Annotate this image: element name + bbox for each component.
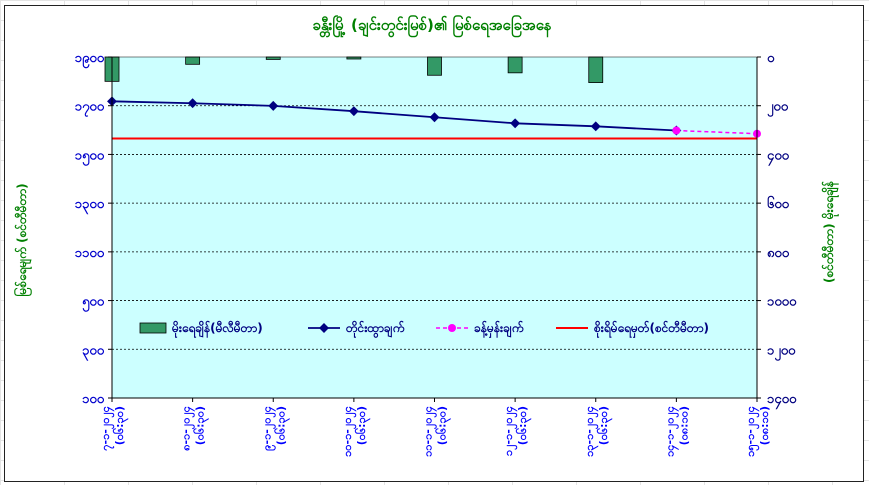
x-category-date: ၁၃-၁-၂၀၂၄ (583, 406, 599, 457)
legend-measured-marker (319, 323, 329, 333)
rainfall-bar (265, 56, 281, 60)
right-tick-label: ၈၀၀ (767, 246, 790, 261)
x-category-date: ၁၄-၁-၂၀၂၄ (663, 406, 679, 457)
left-tick-label: ၃၀၀ (82, 343, 105, 361)
legend-forecast-label: ခန့်မှန်းချက် (474, 319, 524, 339)
x-category-time: (၀၆:၃၀) (436, 406, 452, 445)
x-category-label: ၇-၁-၂၀၂၄ (၀၆:၃၀) (99, 406, 129, 451)
chart-title: ခန္တီးမြို့ (ချင်းတွင်းမြစ်)၏ မြစ်ရေအခြေ… (312, 14, 551, 38)
right-tick-label: ၆၀၀ (767, 195, 790, 212)
x-category-label: ၈-၁-၂၀၂၄ (၀၆:၃၀) (180, 406, 210, 451)
x-category-time: (၀၆:၃၀) (113, 406, 129, 445)
x-category-label: ၁၁-၁-၂၀၂၄ (၀၆:၃၀) (422, 406, 452, 457)
x-category-label: ၉-၁-၂၀၂၄ (၀၆:၃၀) (260, 406, 290, 451)
x-category-time: (၀၈:၁၀) (677, 406, 690, 445)
measured-point (187, 98, 198, 109)
rainfall-bar (588, 56, 604, 83)
x-category-date: ၁၁-၁-၂၀၂၄ (422, 406, 438, 457)
x-category-label: ၁၀-၁-၂၀၂၄ (၀၆:၃၀) (341, 406, 371, 457)
measured-point (590, 121, 601, 132)
right-tick-label: ၁၀၀၀ (767, 295, 797, 310)
right-tick-label: ၄၀၀ (767, 148, 790, 166)
x-category-time: (၀၆:၃၀) (274, 406, 290, 445)
x-category-label: ၁၅-၁-၂၀၂၄ (၀၈:၁၀) (744, 406, 771, 457)
legend-forecast-marker (448, 324, 456, 332)
x-category-date: ၉-၁-၂၀၂၄ (260, 406, 276, 451)
x-category-time: (၀၈:၁၀) (758, 406, 771, 445)
x-category-date: ၁၀-၁-၂၀၂၄ (341, 406, 357, 457)
left-tick-label: ၁၃၀၀ (75, 197, 105, 215)
left-tick-label: ၁၁၀၀ (75, 246, 105, 261)
right-axis-label: (စင်တီမီတာ) မိုးရေချိန် (820, 180, 840, 283)
x-category-date: ၁၅-၁-၂၀၂၄ (744, 406, 760, 457)
legend-measured-label: တိုင်းထွာချက် (345, 319, 405, 339)
left-tick-label: ၁၉၀၀ (75, 51, 105, 69)
left-tick-label: ၁၅၀၀ (75, 148, 105, 166)
x-category-time: (၀၆:၃၀) (194, 406, 210, 445)
right-tick-label: ၁၄၀၀ (767, 392, 797, 410)
rainfall-bar (185, 56, 201, 65)
measured-line (111, 100, 677, 132)
x-category-time: (၀၆:၃၀) (597, 406, 613, 445)
rainfall-bar (427, 56, 442, 76)
x-category-time: (၀၆:၃၀) (355, 406, 371, 445)
rainfall-bar (507, 56, 523, 74)
right-tick-label: ၂၀၀ (767, 100, 789, 118)
x-category-date: ၁၂-၁-၂၀၂၄ (502, 406, 518, 456)
forecast-point (672, 126, 681, 135)
measured-point (510, 118, 521, 129)
left-tick-label: ၁၀၀ (82, 392, 105, 407)
x-category-label: ၁၃-၁-၂၀၂၄ (၀၆:၃၀) (583, 406, 613, 457)
legend-rainfall-swatch (139, 322, 167, 334)
plot-area (112, 57, 757, 398)
right-tick-label: ၁၂၀၀ (767, 343, 796, 361)
legend-rainfall-label: မိုးရေချိန်(မီလီမီတာ) (171, 319, 263, 339)
x-category-label: ၁၄-၁-၂၀၂၄ (၀၈:၁၀) (663, 406, 690, 457)
left-axis-label: မြစ်ရေမျက် (စင်တီမီတာ) (12, 183, 33, 296)
x-category-label: ၁၂-၁-၂၀၂၄ (၀၆:၃၀) (502, 406, 532, 456)
left-tick-label: ၅၀၀ (82, 295, 105, 313)
x-category-date: ၈-၁-၂၀၂၄ (180, 406, 196, 451)
left-tick-label: ၁၇၀၀ (75, 100, 105, 118)
x-category-date: ၇-၁-၂၀၂၄ (99, 406, 115, 451)
right-tick-label: ၀ (767, 51, 775, 66)
x-category-time: (၀၆:၃၀) (516, 406, 532, 445)
legend-warning-label: စိုးရိမ်ရေမှတ်(စင်တီမီတာ) (593, 319, 709, 339)
